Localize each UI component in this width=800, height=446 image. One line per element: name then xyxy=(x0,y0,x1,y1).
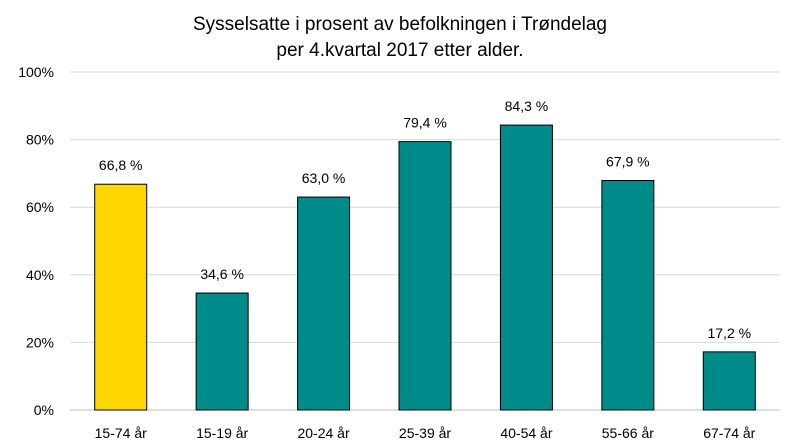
y-tick-label: 60% xyxy=(26,199,54,215)
data-label: 17,2 % xyxy=(707,325,751,341)
x-tick-label: 15-74 år xyxy=(95,425,147,441)
x-tick-label: 55-66 år xyxy=(602,425,654,441)
data-label: 63,0 % xyxy=(302,170,346,186)
y-tick-label: 20% xyxy=(26,334,54,350)
x-tick-label: 20-24 år xyxy=(297,425,349,441)
x-tick-label: 67-74 år xyxy=(703,425,755,441)
y-tick-label: 100% xyxy=(18,64,54,80)
data-label: 84,3 % xyxy=(505,98,549,114)
x-tick-label: 40-54 år xyxy=(500,425,552,441)
x-tick-label: 25-39 år xyxy=(399,425,451,441)
y-tick-label: 40% xyxy=(26,267,54,283)
bar xyxy=(195,292,249,411)
bar xyxy=(702,351,756,411)
data-label: 67,9 % xyxy=(606,153,650,169)
data-label: 66,8 % xyxy=(99,157,143,173)
data-label: 34,6 % xyxy=(200,266,244,282)
chart-title-line-1: Sysselsatte i prosent av befolkningen i … xyxy=(192,14,607,35)
bar xyxy=(297,196,351,411)
y-tick-label: 0% xyxy=(34,402,54,418)
bar xyxy=(499,124,553,411)
chart-title-line-2: per 4.kvartal 2017 etter alder. xyxy=(276,40,524,61)
data-label: 79,4 % xyxy=(403,115,447,131)
bar xyxy=(94,183,148,411)
x-tick-label: 15-19 år xyxy=(196,425,248,441)
y-tick-label: 80% xyxy=(26,132,54,148)
bar xyxy=(398,141,452,411)
bar xyxy=(601,179,655,411)
